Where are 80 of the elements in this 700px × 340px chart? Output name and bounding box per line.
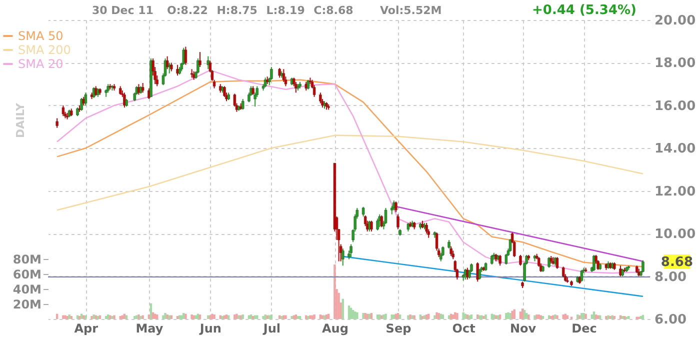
bar [456, 313, 458, 319]
bar [442, 314, 444, 319]
bar [384, 314, 387, 319]
candlestick [242, 98, 244, 110]
x-tick-label: Aug [322, 322, 348, 336]
candlestick [342, 248, 344, 266]
y2-tick-label: 80M [12, 252, 42, 267]
text: 30 Dec 11 [92, 4, 154, 17]
y-tick-label: 14.00 [654, 142, 696, 157]
bar [592, 312, 596, 319]
bar [270, 314, 273, 319]
line-series [56, 134, 644, 211]
candlestick [184, 46, 188, 66]
bar [334, 264, 336, 319]
candlestick [396, 214, 400, 230]
bar [390, 314, 393, 319]
bar [519, 312, 522, 319]
bar [354, 312, 356, 319]
candlestick [339, 244, 342, 262]
bar [298, 316, 302, 319]
candlestick [394, 201, 398, 213]
x-tick-label: Jun [198, 322, 222, 336]
y-tick-label: 8.00 [654, 270, 687, 285]
bar [590, 314, 594, 319]
y2-tick-label: 40M [12, 282, 42, 297]
candlestick [580, 269, 584, 282]
x-tick-label: Jul [262, 322, 280, 336]
y-tick-label: 18.00 [654, 56, 696, 72]
text: O:8.22 H:8.75 L:8.19 C:8.68 [167, 4, 354, 17]
candlestick [548, 256, 550, 268]
candlestick [370, 220, 373, 232]
legend-label: SMA 20 [18, 57, 64, 71]
y2-tick-label: 60M [12, 268, 42, 282]
x-tick-label: Dec [572, 322, 597, 336]
y-tick-label: 16.00 [654, 98, 696, 114]
legend-label: SMA 50 [18, 29, 64, 43]
y-tick-label: 6.00 [654, 312, 687, 328]
bar [262, 316, 264, 319]
bar [342, 298, 344, 319]
candlestick [642, 260, 644, 273]
y-tick-label: 12.00 [654, 184, 696, 200]
candlestick [376, 218, 379, 231]
bar [454, 312, 456, 319]
candlestick [476, 262, 479, 282]
candlestick [350, 244, 352, 258]
bar [507, 312, 510, 319]
candlestick [319, 92, 322, 104]
bar [150, 303, 152, 319]
candlestick [562, 266, 565, 278]
bar [104, 316, 108, 319]
x-tick-label: Apr [74, 322, 98, 336]
text: +0.44 (5.34%) [532, 3, 636, 18]
bar [338, 292, 340, 319]
x-tick-label: May [136, 322, 164, 336]
bar [156, 314, 158, 319]
candlestick [490, 254, 494, 266]
y-tick-label: 10.00 [654, 227, 696, 242]
bar [148, 314, 150, 319]
bar [542, 316, 544, 319]
legend-label: SMA 200 [18, 43, 71, 57]
y2-tick-label: 20M [12, 298, 42, 312]
bar [234, 314, 236, 319]
candlestick [450, 246, 452, 256]
bar [509, 313, 512, 319]
text: Vol:5.52M [380, 4, 442, 17]
bar [356, 312, 358, 319]
candlestick [278, 68, 281, 78]
candlestick [223, 86, 226, 98]
bar [376, 314, 379, 319]
x-tick-label: Nov [510, 322, 536, 336]
candlestick [206, 56, 210, 70]
candlestick [62, 104, 65, 117]
y-tick-label: 20.00 [654, 14, 696, 28]
bar [505, 313, 508, 319]
candlestick [56, 118, 58, 128]
x-tick-label: Oct [452, 322, 476, 336]
bar [436, 312, 438, 319]
bar [352, 310, 354, 319]
bar [452, 314, 454, 319]
x-tick-label: Sep [386, 322, 412, 336]
